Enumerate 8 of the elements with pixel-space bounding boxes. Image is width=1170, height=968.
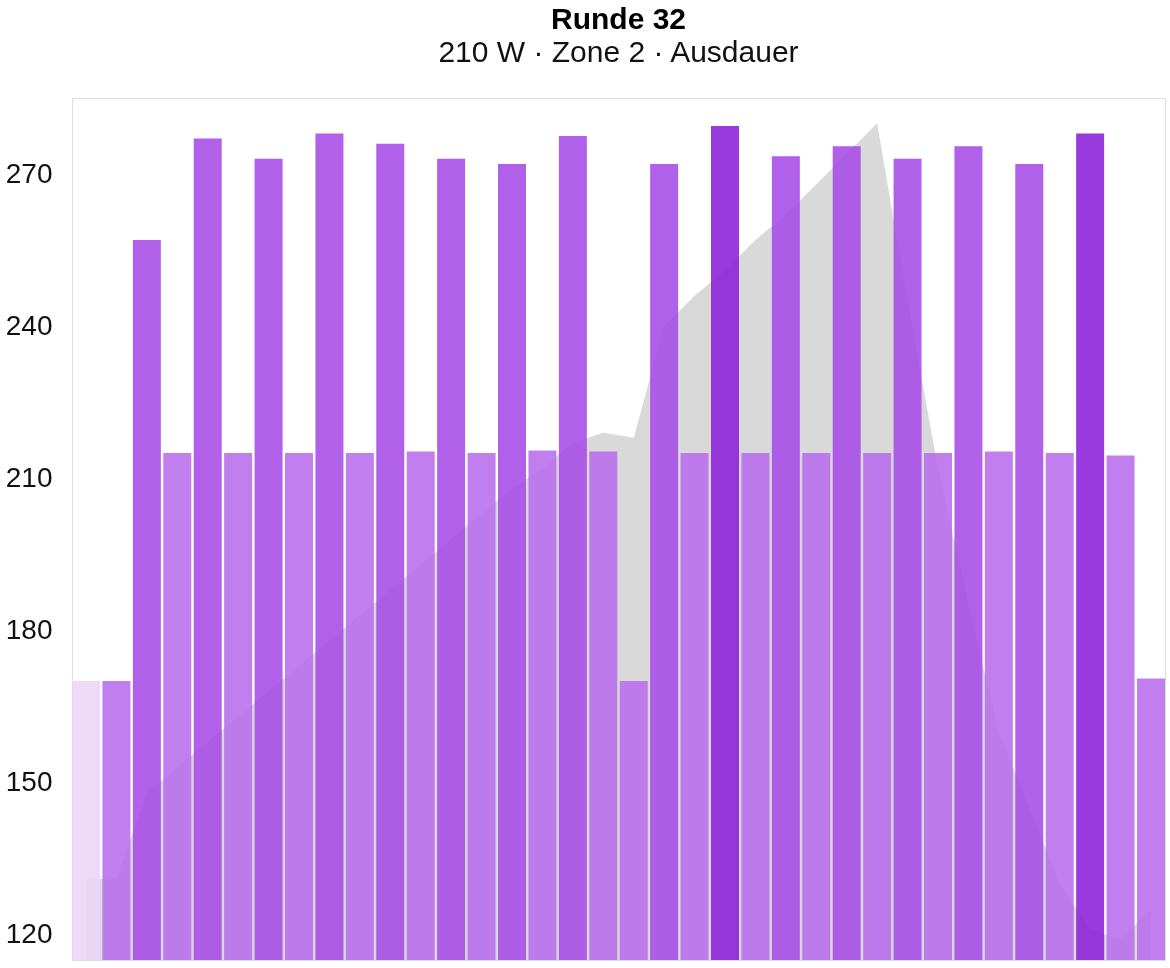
chart-title: Runde 32 [550,2,687,35]
y-tick-label: 120 [5,918,53,950]
y-tick-label: 240 [5,309,53,341]
y-tick-label: 210 [5,461,53,493]
y-tick-label: 150 [5,766,53,798]
y-tick-label: 180 [5,613,53,645]
chart-subtitle: 210 W · Zone 2 · Ausdauer [438,35,799,68]
y-tick-label: 270 [5,157,53,189]
